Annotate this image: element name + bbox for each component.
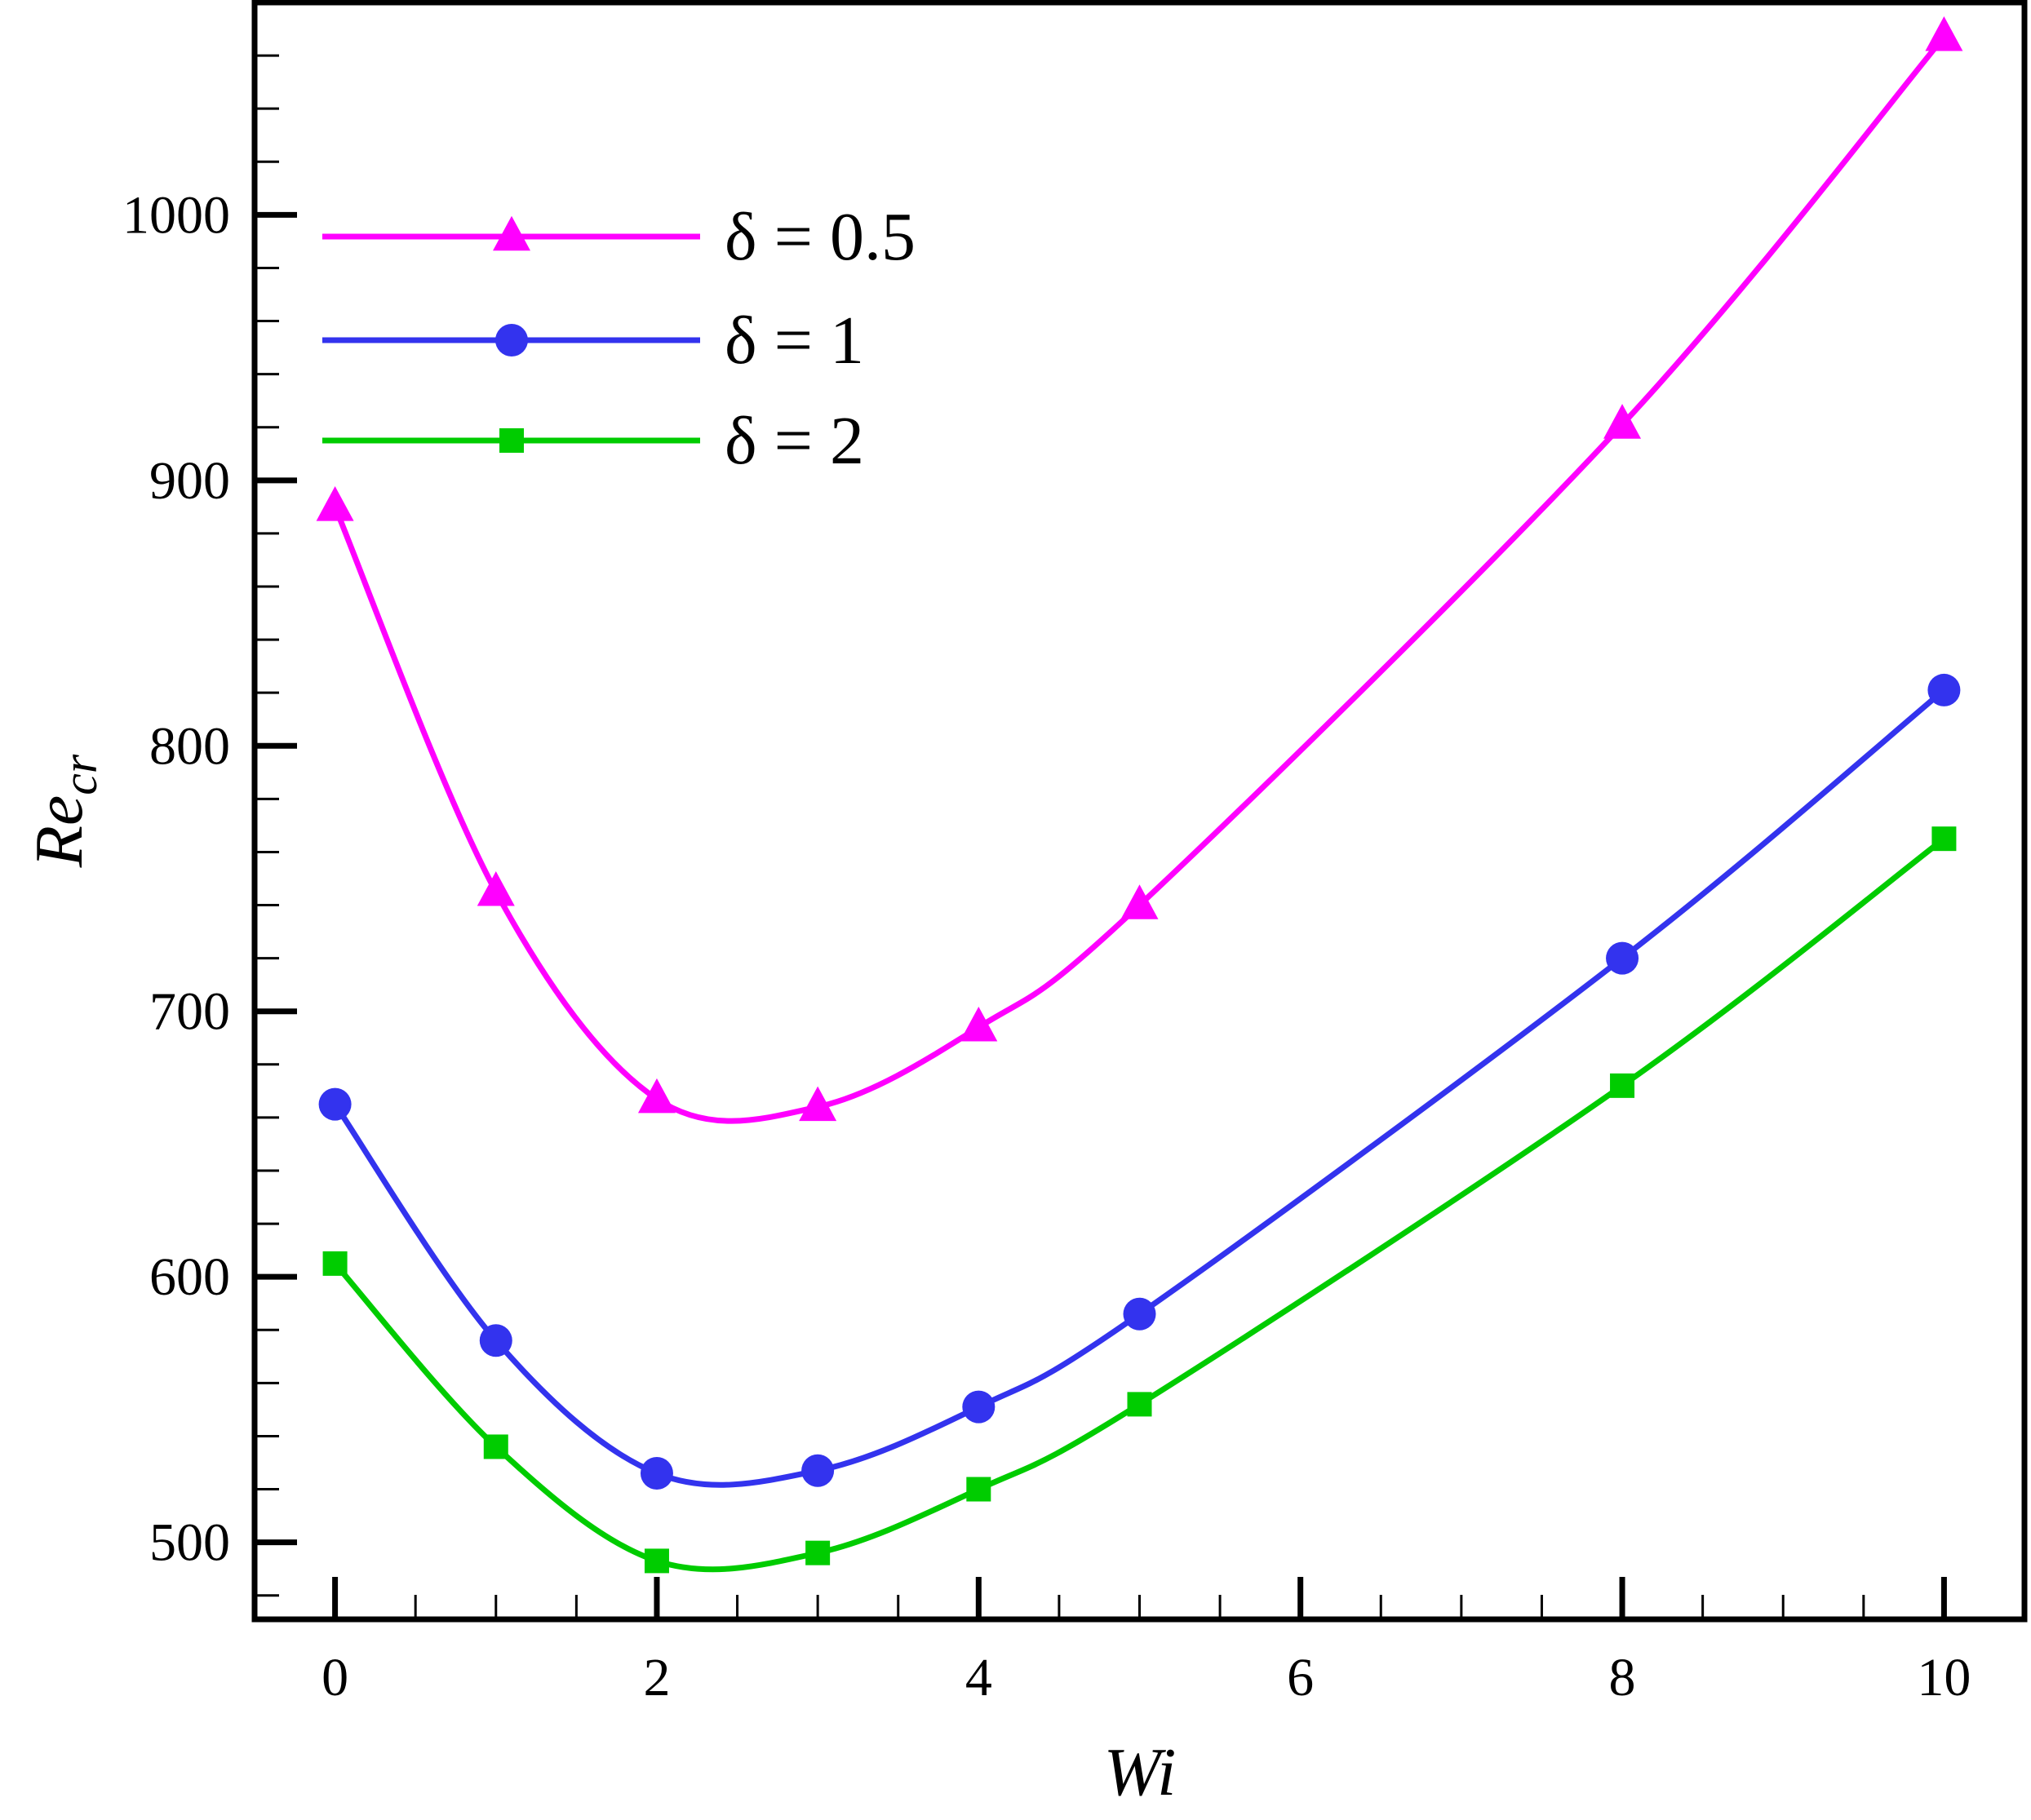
data-point-square bbox=[1931, 826, 1957, 852]
x-tick-label: 2 bbox=[643, 1648, 670, 1707]
data-point-circle bbox=[479, 1324, 512, 1357]
y-axis-title: Recr bbox=[21, 754, 107, 868]
data-point-circle bbox=[318, 1087, 352, 1121]
y-axis-title-subscript: cr bbox=[53, 754, 107, 795]
data-point-triangle bbox=[799, 1086, 837, 1122]
legend-entry-3: δ = 2 bbox=[322, 403, 864, 479]
data-point-triangle bbox=[1925, 16, 1963, 51]
axis-ticks bbox=[253, 1, 2026, 1619]
data-point-square bbox=[1610, 1073, 1635, 1098]
data-point-square bbox=[322, 1251, 348, 1276]
legend-marker-triangle bbox=[493, 215, 530, 251]
data-point-circle bbox=[962, 1390, 996, 1424]
data-point-triangle bbox=[960, 1006, 998, 1042]
data-point-triangle bbox=[477, 870, 515, 906]
series-line bbox=[332, 35, 1947, 1124]
series-line bbox=[332, 836, 1946, 1573]
data-point-circle bbox=[1927, 673, 1961, 706]
axis-tick-labels: 0 2 4 6 8 10 500 600 700 800 900 1000 bbox=[122, 185, 1971, 1707]
legend-entry-2: δ = 1 bbox=[322, 303, 864, 379]
x-axis-title: Wi bbox=[1104, 1734, 1177, 1810]
x-tick-label: 6 bbox=[1287, 1648, 1314, 1707]
series-layer bbox=[316, 16, 1963, 1574]
data-point-square bbox=[644, 1548, 669, 1574]
data-point-triangle bbox=[1120, 884, 1159, 919]
legend-label: δ = 1 bbox=[725, 303, 864, 379]
data-point-circle bbox=[1123, 1297, 1156, 1331]
data-point-circle bbox=[1606, 941, 1639, 975]
x-tick-label: 0 bbox=[322, 1648, 348, 1707]
x-tick-label: 10 bbox=[1917, 1648, 1971, 1707]
data-point-square bbox=[805, 1540, 831, 1565]
y-tick-label: 600 bbox=[149, 1247, 230, 1307]
y-tick-label: 500 bbox=[149, 1513, 230, 1573]
data-point-triangle bbox=[637, 1078, 676, 1114]
legend-label: δ = 2 bbox=[725, 403, 864, 479]
series-3 bbox=[322, 826, 1957, 1574]
y-tick-label: 800 bbox=[149, 716, 230, 776]
legend-label: δ = 0.5 bbox=[725, 199, 916, 275]
data-point-square bbox=[483, 1434, 508, 1459]
legend: δ = 0.5 δ = 1 δ = 2 bbox=[322, 199, 916, 479]
y-axis-title-main: Re bbox=[21, 795, 97, 869]
data-point-circle bbox=[640, 1457, 673, 1490]
x-tick-label: 8 bbox=[1609, 1648, 1636, 1707]
data-point-triangle bbox=[316, 486, 354, 521]
y-tick-label: 1000 bbox=[122, 185, 230, 245]
data-point-circle bbox=[801, 1454, 835, 1487]
data-point-triangle bbox=[1603, 404, 1642, 439]
y-tick-label: 900 bbox=[149, 451, 230, 511]
data-point-square bbox=[966, 1477, 991, 1502]
data-point-square bbox=[1127, 1392, 1152, 1417]
legend-entry-1: δ = 0.5 bbox=[322, 199, 916, 275]
legend-marker-circle bbox=[495, 324, 528, 356]
series-line bbox=[332, 688, 1946, 1488]
series-1 bbox=[316, 16, 1963, 1124]
y-tick-label: 700 bbox=[149, 982, 230, 1042]
series-2 bbox=[318, 673, 1961, 1490]
x-tick-label: 4 bbox=[965, 1648, 992, 1707]
legend-marker-square bbox=[499, 428, 524, 453]
